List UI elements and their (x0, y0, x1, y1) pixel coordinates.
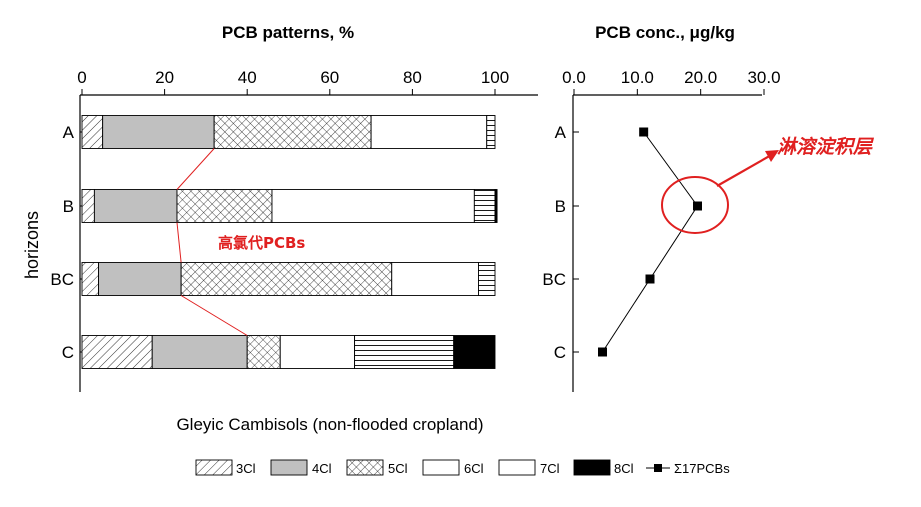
left-x-tick-label: 80 (403, 68, 422, 87)
bar-segment-3cl-b (81, 189, 95, 223)
x-axis-caption: Gleyic Cambisols (non-flooded cropland) (176, 415, 483, 434)
left-category-label: BC (50, 270, 74, 289)
left-x-tick-label: 40 (238, 68, 257, 87)
left-x-tick-label: 20 (155, 68, 174, 87)
bar-segment-3cl-a (81, 115, 104, 149)
legend-label: 7Cl (540, 461, 560, 476)
red-connector-line (176, 148, 215, 190)
sum-pcb-marker (598, 347, 607, 357)
bar-segment-6cl-bc (391, 262, 479, 296)
annotation-arrow-head (765, 150, 779, 162)
right-x-tick-label: 0.0 (562, 68, 586, 87)
red-connector-line (180, 295, 248, 336)
legend-marker-sample (654, 464, 662, 472)
bar-segment-3cl-c (81, 335, 153, 369)
right-category-label: B (555, 197, 566, 216)
bar-segment-5cl-b (176, 189, 273, 223)
left-category-label: A (63, 123, 75, 142)
bar-segment-7cl-a (486, 115, 496, 149)
y-axis-label: horizons (22, 211, 42, 279)
legend-label: 8Cl (614, 461, 634, 476)
legend-label: 6Cl (464, 461, 484, 476)
annotation-connector-lines (176, 148, 248, 336)
bar-segment-3cl-bc (81, 262, 99, 296)
right-x-ticks: 0.0 10.0 20.0 30.0 (562, 68, 781, 95)
legend-label: 4Cl (312, 461, 332, 476)
left-category-label: B (63, 197, 74, 216)
legend-swatch-3cl (195, 459, 233, 476)
left-x-tick-label: 100 (481, 68, 509, 87)
left-x-ticks: 0 20 40 60 80 100 (77, 68, 509, 95)
legend-swatch-8cl (573, 459, 611, 476)
bar-segment-8cl-b (494, 189, 498, 223)
bar-segment-7cl-c (354, 335, 455, 369)
bar-segment-7cl-b (473, 189, 496, 223)
sum-pcb-series (598, 127, 702, 357)
bar-segments (81, 115, 498, 369)
sum-pcb-marker (693, 201, 702, 211)
bar-segment-6cl-c (279, 335, 356, 369)
legend-swatch-7cl (498, 459, 536, 476)
bar-segment-5cl-bc (180, 262, 393, 296)
left-chart-title: PCB patterns, % (222, 23, 354, 42)
bar-segment-4cl-c (151, 335, 248, 369)
bar-segment-7cl-bc (478, 262, 496, 296)
right-category-label: C (554, 343, 566, 362)
sum-pcb-marker (645, 274, 655, 284)
legend-swatch-6cl (422, 459, 460, 476)
bar-segment-4cl-b (93, 189, 178, 223)
right-x-tick-label: 30.0 (747, 68, 780, 87)
left-x-tick-label: 0 (77, 68, 86, 87)
left-category-label: C (62, 343, 74, 362)
bar-segment-4cl-a (102, 115, 215, 149)
annotation-arrow-shaft (716, 153, 774, 187)
legend-swatch-4cl (270, 459, 308, 476)
concentration-line-chart: 0.0 10.0 20.0 30.0 A B BC C (542, 68, 781, 392)
sum-pcb-marker (639, 127, 649, 137)
annotation-high-chlorinated: 高氯代PCBs (218, 234, 305, 252)
legend-label: Σ17PCBs (674, 461, 730, 476)
bar-segment-6cl-a (370, 115, 488, 149)
stacked-bar-chart: 0 20 40 60 80 100 A B BC C (50, 68, 538, 392)
right-category-label: A (555, 123, 567, 142)
annotation-illuvial-layer: 淋溶淀积层 (777, 136, 875, 158)
right-x-tick-label: 20.0 (684, 68, 717, 87)
bar-segment-5cl-a (213, 115, 372, 149)
bar-segment-5cl-c (246, 335, 281, 369)
right-category-label: BC (542, 270, 566, 289)
red-connector-line (176, 222, 182, 263)
bar-segment-4cl-bc (98, 262, 182, 296)
right-category-labels: A B BC C (542, 123, 579, 362)
legend-swatch-5cl (346, 459, 384, 476)
bar-segment-6cl-b (271, 189, 475, 223)
legend: 3Cl 4Cl 5Cl 6Cl 7Cl 8Cl Σ17PCBs (195, 459, 730, 476)
bar-segment-8cl-c (453, 335, 496, 369)
legend-label: 3Cl (236, 461, 256, 476)
left-category-labels: A B BC C (50, 123, 86, 362)
right-chart-title: PCB conc., μg/kg (595, 23, 735, 42)
right-x-tick-label: 10.0 (621, 68, 654, 87)
legend-label: 5Cl (388, 461, 408, 476)
highlight-circle (661, 176, 729, 234)
left-x-tick-label: 60 (320, 68, 339, 87)
sum-pcb-line (602, 131, 699, 353)
